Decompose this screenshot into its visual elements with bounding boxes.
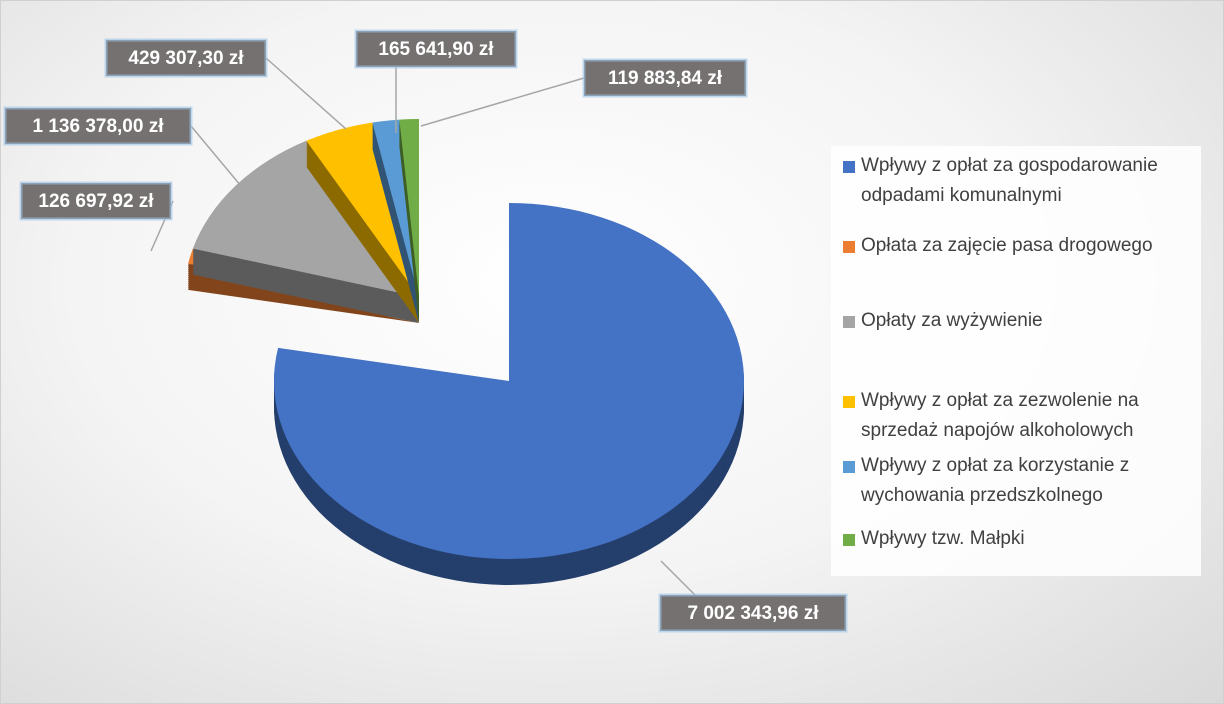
legend-label: Wpływy z opłat za gospodarowanie odpadam… <box>861 155 1158 206</box>
data-label-box <box>104 38 268 78</box>
leader-line <box>420 77 585 127</box>
legend-label: Opłata za zajęcie pasa drogowego <box>861 235 1153 256</box>
legend-entry: Opłata za zajęcie pasa drogowego <box>843 231 1211 261</box>
data-label: 7 002 343,96 zł <box>688 603 820 624</box>
data-label-box <box>658 593 848 633</box>
data-label: 165 641,90 zł <box>378 39 494 60</box>
data-label: 429 307,30 zł <box>128 48 244 69</box>
legend-label: Wpływy z opłat za zezwolenie na sprzedaż… <box>861 390 1139 441</box>
legend-swatch <box>843 461 855 473</box>
legend-label: Wpływy tzw. Małpki <box>861 528 1025 549</box>
legend-swatch <box>843 241 855 253</box>
pie-slice <box>372 119 419 297</box>
pie-slice <box>273 203 744 559</box>
legend-entry: Wpływy tzw. Małpki <box>843 524 1211 554</box>
legend-swatch <box>843 534 855 546</box>
pie-slice <box>306 122 419 297</box>
legend: Wpływy z opłat za gospodarowanie odpadam… <box>831 146 1201 576</box>
legend-entry: Wpływy z opłat za korzystanie z wychowan… <box>843 451 1211 511</box>
legend-entry: Wpływy z opłat za zezwolenie na sprzedaż… <box>843 386 1211 446</box>
data-label-box <box>19 181 173 221</box>
data-label: 1 136 378,00 zł <box>33 116 165 137</box>
data-label: 119 883,84 zł <box>608 68 723 89</box>
legend-swatch <box>843 161 855 173</box>
legend-entry: Wpływy z opłat za gospodarowanie odpadam… <box>843 151 1211 211</box>
leader-line <box>265 57 347 130</box>
pie-slice <box>399 119 419 297</box>
legend-swatch <box>843 316 855 328</box>
data-label-box <box>582 58 748 98</box>
legend-swatch <box>843 396 855 408</box>
data-label-box <box>3 106 193 146</box>
leader-line <box>190 125 242 187</box>
data-label: 126 697,92 zł <box>38 191 154 212</box>
legend-entry: Opłaty za wyżywienie <box>843 306 1211 336</box>
legend-label: Opłaty za wyżywienie <box>861 310 1043 331</box>
legend-label: Wpływy z opłat za korzystanie z wychowan… <box>861 455 1130 506</box>
pie-slice <box>192 140 419 297</box>
data-label-box <box>354 29 518 69</box>
